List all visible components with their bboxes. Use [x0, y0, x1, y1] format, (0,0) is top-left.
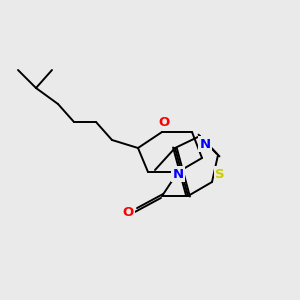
Text: O: O — [122, 206, 134, 218]
Text: O: O — [158, 116, 169, 130]
Text: N: N — [172, 167, 184, 181]
Text: N: N — [200, 137, 211, 151]
Text: S: S — [215, 167, 225, 181]
